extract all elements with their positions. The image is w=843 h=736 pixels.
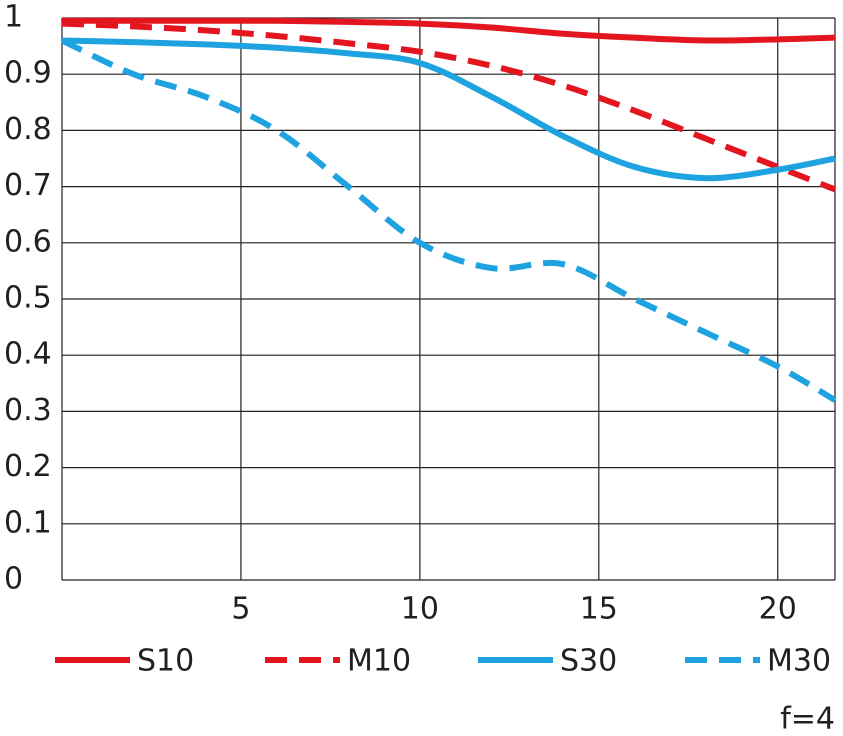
y-tick-label: 0 xyxy=(4,562,23,597)
series-line xyxy=(61,37,836,182)
legend-label: M30 xyxy=(767,644,831,679)
y-tick-label: 0.1 xyxy=(4,505,52,540)
x-tick-label: 20 xyxy=(759,592,797,627)
x-tick-label: 15 xyxy=(580,592,618,627)
y-tick-label: 0.3 xyxy=(4,393,52,428)
legend-label: S10 xyxy=(137,644,194,679)
y-tick-label: 0.6 xyxy=(4,224,52,259)
series-line xyxy=(60,37,837,403)
x-tick-label: 10 xyxy=(401,592,439,627)
y-tick-label: 0.7 xyxy=(4,168,52,203)
y-tick-label: 0.9 xyxy=(4,56,52,91)
legend-label: M10 xyxy=(347,644,411,679)
y-tick-label: 1 xyxy=(4,0,23,35)
annotation: f=4 xyxy=(780,702,835,736)
y-tick-label: 0.4 xyxy=(4,337,52,372)
y-tick-label: 0.5 xyxy=(4,281,52,316)
series-line xyxy=(62,17,836,44)
y-tick-label: 0.8 xyxy=(4,112,52,147)
x-tick-label: 5 xyxy=(231,592,250,627)
series-line xyxy=(61,20,837,193)
y-tick-label: 0.2 xyxy=(4,449,52,484)
legend-label: S30 xyxy=(560,644,617,679)
